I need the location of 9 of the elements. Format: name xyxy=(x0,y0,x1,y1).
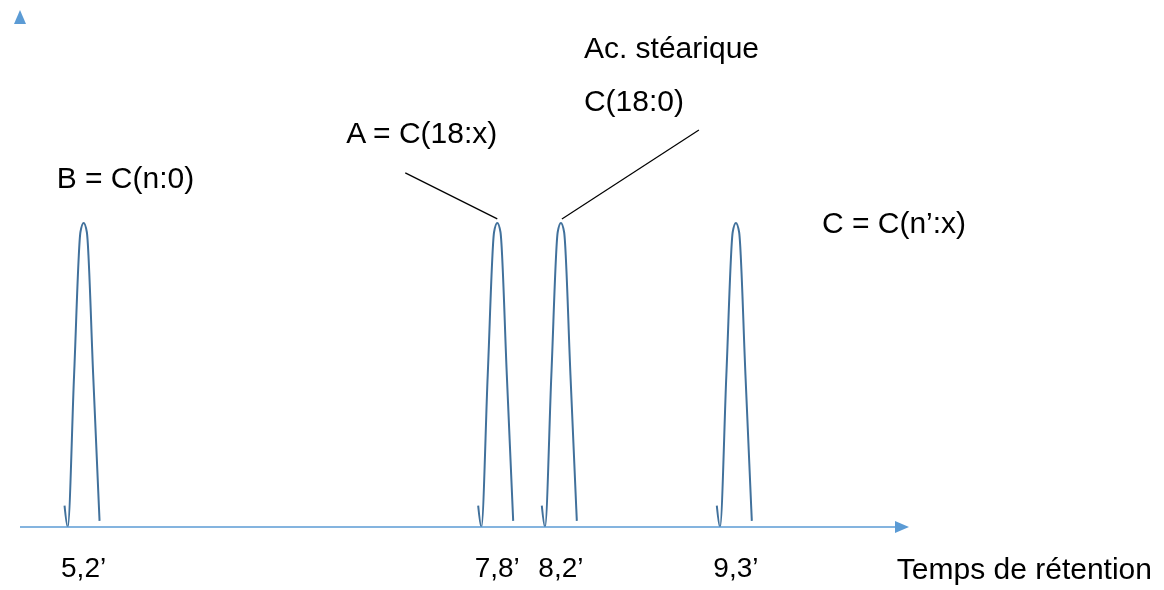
x-tick-label: 7,8’ xyxy=(474,552,520,583)
annotation: Ac. stéarique C(18:0) xyxy=(583,30,759,117)
x-tick-label: 8,2’ xyxy=(538,552,584,583)
annotation: A = C(18:x) xyxy=(346,115,498,149)
annotation: C = C(n’:x) xyxy=(821,205,967,239)
annotation: B = C(n:0) xyxy=(56,160,195,194)
x-tick-label: 5,2’ xyxy=(61,552,107,583)
x-axis-title: Temps de rétention xyxy=(896,552,1152,585)
x-tick-label: 9,3’ xyxy=(713,552,759,583)
